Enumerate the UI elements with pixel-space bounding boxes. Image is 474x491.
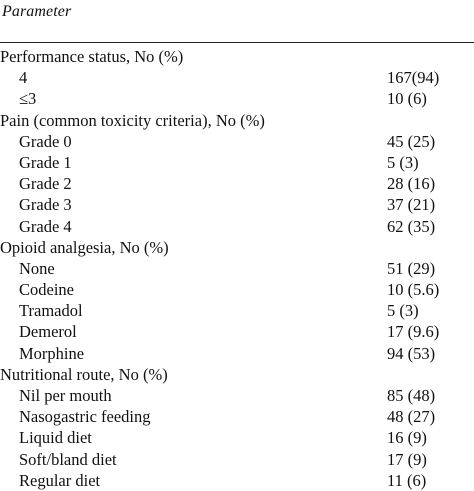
section-opioid-analgesia: Opioid analgesia, No (%) — [0, 237, 474, 258]
table-body: Performance status, No (%) 4 167(94) ≤3 … — [0, 46, 474, 491]
row-label: Soft/bland diet — [19, 449, 117, 469]
row-label: Morphine — [19, 343, 85, 363]
table-row: Demerol 17 (9.6) — [0, 321, 474, 342]
table-row: Tramadol 5 (3) — [0, 300, 474, 321]
row-value: 5 (3) — [387, 152, 419, 172]
table-row: Liquid diet 16 (9) — [0, 427, 474, 448]
section-pain: Pain (common toxicity criteria), No (%) — [0, 110, 474, 131]
row-label: Tramadol — [19, 301, 83, 321]
row-label: None — [19, 258, 55, 278]
row-value: 85 (48) — [387, 386, 436, 405]
section-performance-status: Performance status, No (%) — [0, 46, 474, 67]
table-header: Parameter — [0, 0, 474, 42]
row-value: 37 (21) — [387, 195, 436, 215]
row-value: 28 (16) — [387, 174, 436, 194]
row-label: 4 — [19, 68, 28, 88]
section-title: Pain (common toxicity criteria), No (%) — [0, 110, 265, 130]
row-label: Grade 4 — [19, 216, 72, 236]
row-label: Grade 0 — [19, 131, 72, 151]
section-nutritional-route: Nutritional route, No (%) — [0, 364, 474, 385]
table-row: ≤3 10 (6) — [0, 88, 474, 109]
table-row: Nil per mouth 85 (48) — [0, 385, 474, 406]
row-label: Demerol — [19, 322, 77, 342]
row-value: 11 (6) — [387, 470, 427, 490]
section-title: Performance status, No (%) — [0, 47, 184, 66]
row-label: Nil per mouth — [19, 386, 112, 405]
row-label: ≤3 — [19, 89, 37, 109]
column-header-parameter: Parameter — [2, 3, 72, 20]
row-value: 48 (27) — [387, 407, 436, 427]
row-value: 45 (25) — [387, 131, 436, 151]
row-value: 62 (35) — [387, 216, 436, 236]
table-row: 4 167(94) — [0, 67, 474, 88]
row-value: 94 (53) — [387, 343, 436, 363]
row-label: Grade 1 — [19, 152, 72, 172]
table-row: Grade 1 5 (3) — [0, 152, 474, 173]
row-value: 17 (9) — [387, 449, 427, 469]
row-value: 51 (29) — [387, 258, 436, 278]
row-label: Grade 3 — [19, 195, 72, 215]
table-row: Nasogastric feeding 48 (27) — [0, 406, 474, 427]
row-value: 167(94) — [387, 68, 440, 88]
table-row: Grade 3 37 (21) — [0, 194, 474, 215]
row-label: Codeine — [19, 280, 74, 300]
row-value: 10 (6) — [387, 89, 427, 109]
header-rule — [0, 42, 474, 43]
table-row: Soft/bland diet 17 (9) — [0, 449, 474, 470]
table-row: Grade 4 62 (35) — [0, 216, 474, 237]
row-label: Regular diet — [19, 470, 101, 490]
row-label: Nasogastric feeding — [19, 407, 151, 427]
row-label: Liquid diet — [19, 428, 92, 448]
section-title: Nutritional route, No (%) — [0, 364, 168, 384]
row-value: 16 (9) — [387, 428, 427, 448]
table-row: Regular diet 11 (6) — [0, 470, 474, 491]
section-title: Opioid analgesia, No (%) — [0, 237, 169, 257]
row-label: Grade 2 — [19, 174, 72, 194]
table-row: Grade 2 28 (16) — [0, 173, 474, 194]
row-value: 10 (5.6) — [387, 280, 440, 300]
table-row: Codeine 10 (5.6) — [0, 279, 474, 300]
table-row: Morphine 94 (53) — [0, 343, 474, 364]
row-value: 17 (9.6) — [387, 322, 440, 342]
table-row: Grade 0 45 (25) — [0, 131, 474, 152]
row-value: 5 (3) — [387, 301, 419, 321]
table-row: None 51 (29) — [0, 258, 474, 279]
